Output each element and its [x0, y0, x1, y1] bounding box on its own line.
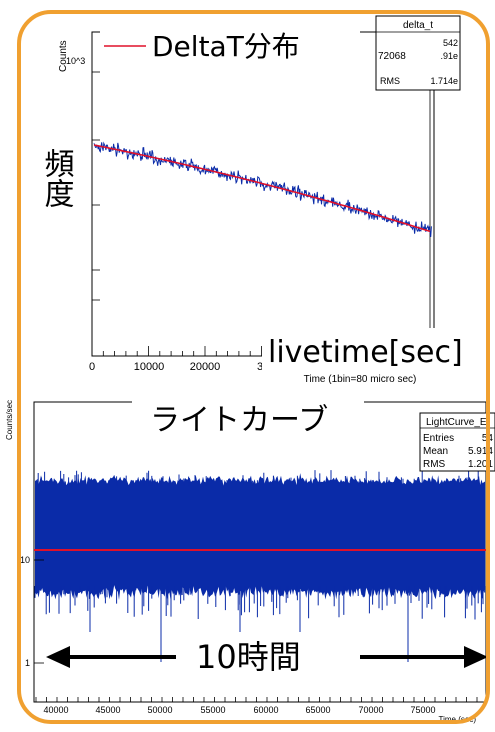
lightcurve-xtick-label: 60000 [253, 705, 278, 715]
lightcurve-x-ticks [35, 697, 478, 702]
lightcurve-band [35, 473, 485, 601]
deltat-stats-value: .91e [440, 51, 458, 61]
lightcurve-xtick-label: 55000 [200, 705, 225, 715]
livetime-label-box [262, 328, 474, 372]
lightcurve-xtick-label: 50000 [147, 705, 172, 715]
lightcurve-stats-value: 1.201 [468, 459, 493, 470]
lightcurve-stats-box: LightCurve_E Entries 54 Mean 5.914 RMS 1… [419, 412, 495, 472]
livetime-label: livetime[sec] [268, 335, 463, 370]
deltat-x-ticks [91, 346, 274, 356]
deltat-chart: Counts 10^3 0 10000 20000 3 Time (1bin=8… [58, 15, 461, 385]
deltat-xtick-label: 20000 [190, 361, 221, 373]
lightcurve-stats-label: RMS [423, 459, 446, 470]
deltat-histogram-line [93, 141, 432, 238]
deltat-xtick-label: 3 [257, 361, 263, 373]
deltat-title: DeltaT分布 [152, 30, 300, 63]
duration-label: 10時間 [196, 638, 301, 676]
deltat-stats-label: 72068 [378, 51, 406, 62]
lightcurve-stats-title: LightCurve_E [426, 417, 487, 428]
lightcurve-xtick-label: 45000 [95, 705, 120, 715]
lightcurve-ytick-label: 1 [25, 658, 30, 668]
frequency-label: 頻度 [39, 148, 74, 208]
lightcurve-stats-value: 5.914 [468, 446, 493, 457]
lightcurve-spikes [34, 470, 486, 662]
deltat-stats-value: 542 [443, 38, 458, 48]
deltat-stats-box: delta_t 542 72068 .91e RMS 1.714e [375, 15, 461, 91]
deltat-stats-frame [375, 15, 461, 91]
deltat-xtick-label: 10000 [134, 361, 165, 373]
lightcurve-xtick-label: 75000 [410, 705, 435, 715]
lightcurve-stats-label: Entries [423, 433, 454, 444]
lightcurve-stats-frame [419, 412, 495, 472]
duration-arrow-right-head [464, 646, 488, 668]
deltat-title-box [100, 20, 360, 66]
deltat-xlabel: Time (1bin=80 micro sec) [304, 374, 417, 385]
lightcurve-ylabel: Counts/sec [5, 400, 14, 440]
lightcurve-xlabel: Time (sec) [439, 715, 477, 724]
duration-arrow-left-head [46, 646, 70, 668]
frequency-label-box [32, 130, 80, 230]
deltat-fit-line [93, 144, 431, 233]
duration-label-box [176, 632, 356, 678]
lightcurve-xtick-label: 65000 [305, 705, 330, 715]
lightcurve-ytick-label: 10 [20, 555, 30, 565]
deltat-stats-value: 1.714e [430, 76, 458, 86]
deltat-y-ticks [92, 71, 431, 356]
lightcurve-xtick-label: 40000 [43, 705, 68, 715]
deltat-stats-label: RMS [380, 76, 400, 86]
duration-arrow [46, 646, 488, 668]
lightcurve-title-box [132, 396, 364, 442]
deltat-y-exponent: 10^3 [66, 56, 85, 66]
lightcurve-stats-label: Mean [423, 446, 448, 457]
slide-frame [17, 10, 490, 724]
lightcurve-xtick-label: 70000 [358, 705, 383, 715]
deltat-stats-title: delta_t [403, 20, 433, 31]
lightcurve-chart: Counts/sec 10 1 40000 45000 50000 55000 … [5, 400, 495, 724]
deltat-xtick-label: 0 [89, 361, 95, 373]
annotation-layer: DeltaT分布 頻度 livetime[sec] ライトカーブ 10時間 [32, 20, 488, 678]
deltat-ylabel: Counts [58, 40, 69, 72]
lightcurve-y-ticks [34, 559, 44, 664]
lightcurve-title: ライトカーブ [150, 403, 328, 438]
